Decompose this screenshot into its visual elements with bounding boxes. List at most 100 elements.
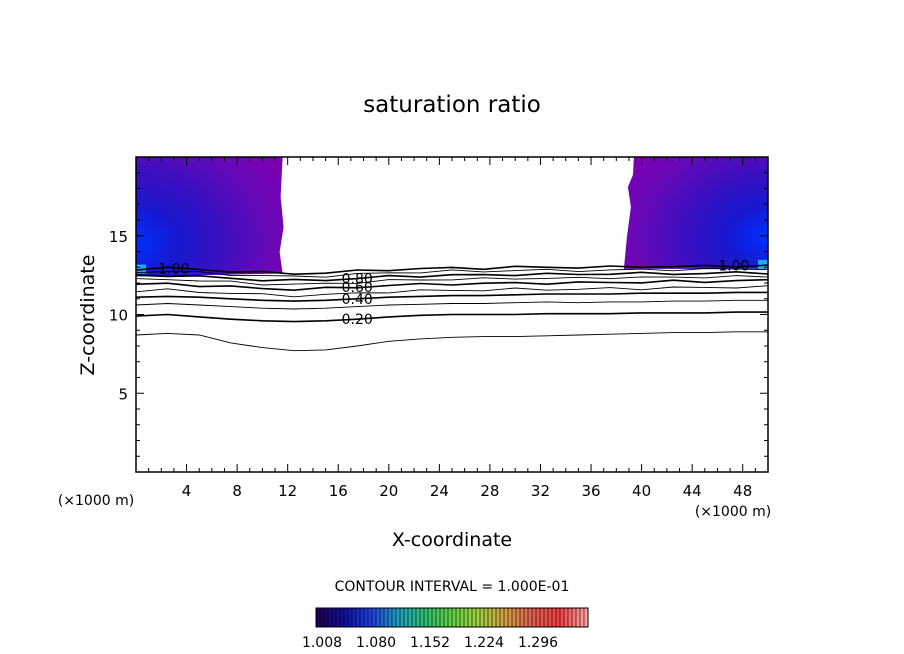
x-tick-label: 20 [379, 482, 398, 500]
colorbar-frame [315, 607, 589, 628]
colorbar-swatch [524, 608, 529, 627]
contour-label: 0.20 [342, 312, 373, 328]
colorbar-swatch [332, 608, 337, 627]
colorbar-swatch [576, 608, 581, 627]
colorbar-swatch [468, 608, 473, 627]
colorbar-swatch [472, 608, 477, 627]
supersaturated-region-right [623, 157, 768, 269]
x-tick-label: 48 [733, 482, 752, 500]
colorbar-swatch [504, 608, 509, 627]
chart-title: saturation ratio [363, 92, 541, 118]
x-axis-label: X-coordinate [392, 529, 512, 551]
high-ratio-spot-right [758, 259, 768, 269]
colorbar-swatch [404, 608, 409, 627]
x-unit-left: (×1000 m) [58, 493, 134, 509]
colorbar-swatch [500, 608, 505, 627]
colorbar-swatch [408, 608, 413, 627]
colorbar-swatch [484, 608, 489, 627]
colorbar-swatch [560, 608, 565, 627]
x-tick-label: 32 [531, 482, 550, 500]
contour-line-0.9 [136, 268, 768, 278]
colorbar: 1.008 1.080 1.152 1.224 1.296 [302, 607, 589, 651]
colorbar-swatch [376, 608, 381, 627]
colorbar-swatch [516, 608, 521, 627]
contour-line-0.2 [136, 311, 768, 323]
y-tick-label: 5 [118, 385, 128, 403]
colorbar-swatch [344, 608, 349, 627]
colorbar-swatch [480, 608, 485, 627]
colorbar-swatch [448, 608, 453, 627]
contour-line-0.6 [136, 278, 768, 292]
colorbar-swatch [564, 608, 569, 627]
x-unit-right: (×1000 m) [695, 504, 771, 520]
colorbar-tick-label: 1.152 [410, 635, 450, 651]
colorbar-swatch [336, 608, 341, 627]
x-tick-label: 44 [683, 482, 702, 500]
x-tick-label: 40 [632, 482, 651, 500]
colorbar-swatch [352, 608, 357, 627]
fill-regions [136, 157, 768, 277]
colorbar-swatch [384, 608, 389, 627]
colorbar-swatch [380, 608, 385, 627]
colorbar-swatch [520, 608, 525, 627]
colorbar-swatch [328, 608, 333, 627]
colorbar-swatch [356, 608, 361, 627]
colorbar-swatch [512, 608, 517, 627]
colorbar-swatch [548, 608, 553, 627]
x-tick-label: 8 [232, 482, 242, 500]
colorbar-swatch [424, 608, 429, 627]
colorbar-swatch [364, 608, 369, 627]
plot-area [136, 157, 768, 352]
colorbar-swatch [388, 608, 393, 627]
x-tick-label: 4 [182, 482, 192, 500]
colorbar-swatch [460, 608, 465, 627]
colorbar-swatch [496, 608, 501, 627]
colorbar-swatch [532, 608, 537, 627]
contour-label: 0.40 [342, 292, 373, 308]
colorbar-swatch [320, 608, 325, 627]
colorbar-swatch [580, 608, 585, 627]
colorbar-swatch [392, 608, 397, 627]
contour-line-0.5 [136, 285, 768, 298]
contour-line-0.4 [136, 291, 768, 302]
colorbar-swatch [540, 608, 545, 627]
colorbar-swatch [552, 608, 557, 627]
colorbar-swatch [348, 608, 353, 627]
colorbar-swatch [476, 608, 481, 627]
colorbar-swatch [432, 608, 437, 627]
contour-label: 0.80 [342, 271, 373, 287]
colorbar-swatch [340, 608, 345, 627]
contour-line-0.1 [136, 331, 768, 352]
colorbar-swatch [568, 608, 573, 627]
contour-label: 1.00 [158, 261, 189, 277]
contour-line-0.8 [136, 270, 768, 282]
colorbar-swatch [420, 608, 425, 627]
colorbar-swatch [416, 608, 421, 627]
x-tick-label: 12 [278, 482, 297, 500]
colorbar-swatch [536, 608, 541, 627]
colorbar-swatch [488, 608, 493, 627]
colorbar-swatch [396, 608, 401, 627]
colorbar-swatch [428, 608, 433, 627]
colorbar-swatch [544, 608, 549, 627]
x-tick-label: 16 [329, 482, 348, 500]
colorbar-swatch [372, 608, 377, 627]
colorbar-swatch [492, 608, 497, 627]
colorbar-tick-label: 1.080 [356, 635, 396, 651]
colorbar-swatch [556, 608, 561, 627]
colorbar-swatch [464, 608, 469, 627]
colorbar-swatch [316, 608, 321, 627]
colorbar-tick-label: 1.296 [518, 635, 558, 651]
x-tick-label: 36 [581, 482, 600, 500]
colorbar-swatch [400, 608, 405, 627]
colorbar-tick-label: 1.008 [302, 635, 342, 651]
contour-line-0.7 [136, 275, 768, 286]
contour-lines [136, 264, 768, 352]
colorbar-swatch [412, 608, 417, 627]
colorbar-swatch [440, 608, 445, 627]
colorbar-swatch [508, 608, 513, 627]
colorbar-swatch [444, 608, 449, 627]
colorbar-swatch [456, 608, 461, 627]
x-tick-label: 24 [430, 482, 449, 500]
